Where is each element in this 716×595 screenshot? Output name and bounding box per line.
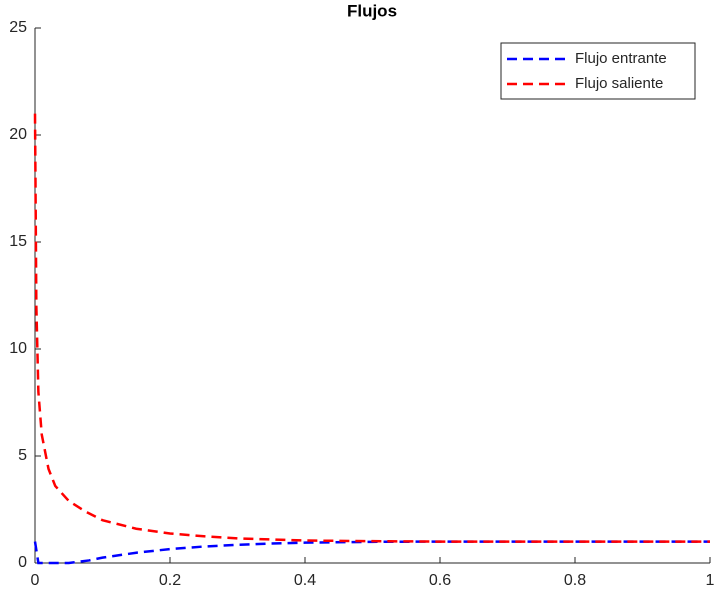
y-tick-label: 0 [18, 554, 27, 571]
x-tick-label: 0.8 [564, 572, 586, 589]
x-tick-label: 1 [706, 572, 715, 589]
data-line [33, 113, 710, 543]
y-tick-label: 15 [9, 233, 27, 250]
legend-label: Flujo entrante [575, 50, 667, 67]
y-tick-label: 5 [18, 447, 27, 464]
x-tick-label: 0.6 [429, 572, 451, 589]
x-tick-label: 0.4 [294, 572, 316, 589]
x-tick-label: 0.2 [159, 572, 181, 589]
y-tick-label: 25 [9, 19, 27, 36]
y-tick-label: 10 [9, 340, 27, 357]
chart-title: Flujos [347, 1, 397, 20]
legend-label: Flujo saliente [575, 75, 663, 92]
data-line [33, 540, 710, 565]
legend-box [500, 42, 696, 100]
y-tick-label: 20 [9, 126, 27, 143]
x-tick-label: 0 [31, 572, 40, 589]
